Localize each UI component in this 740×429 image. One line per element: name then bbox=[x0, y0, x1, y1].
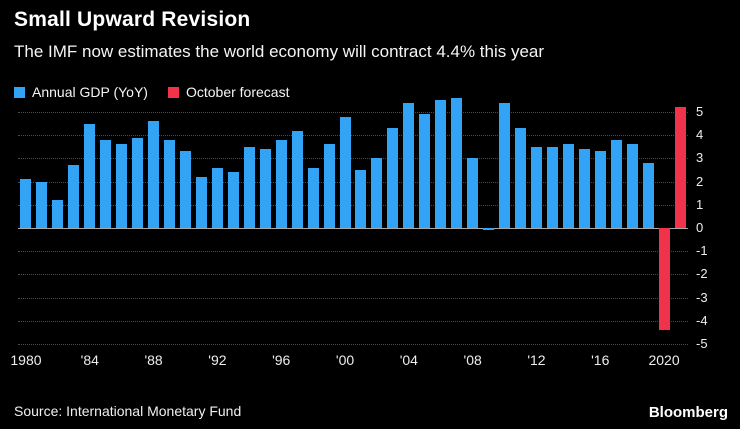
bloomberg-logo: Bloomberg bbox=[648, 404, 728, 421]
x-axis-label: '88 bbox=[144, 352, 163, 368]
gdp-bar bbox=[451, 98, 463, 228]
gdp-bar bbox=[227, 172, 239, 228]
x-axis-label: '96 bbox=[272, 352, 291, 368]
gdp-bar bbox=[36, 181, 48, 228]
y-axis-label: 5 bbox=[696, 104, 704, 119]
x-axis-label: '12 bbox=[527, 352, 546, 368]
gdp-bar bbox=[371, 158, 383, 228]
forecast-bar bbox=[674, 107, 686, 228]
x-axis-label: 2020 bbox=[648, 352, 680, 368]
x-axis-label: '00 bbox=[335, 352, 355, 368]
gdp-bar bbox=[307, 167, 319, 228]
y-axis-label: -1 bbox=[696, 243, 708, 259]
x-axis-label: '84 bbox=[80, 352, 99, 368]
gdp-bar bbox=[100, 139, 112, 228]
x-axis-label: '16 bbox=[591, 352, 610, 368]
y-axis-label: -5 bbox=[696, 336, 708, 351]
legend-label: Annual GDP (YoY) bbox=[32, 84, 148, 100]
x-axis-label: '04 bbox=[399, 352, 418, 368]
gdp-bar bbox=[594, 151, 606, 228]
gdp-bar bbox=[562, 144, 574, 228]
gdp-bar bbox=[578, 149, 590, 228]
gdp-bar bbox=[419, 114, 431, 228]
x-axis-label: '92 bbox=[208, 352, 227, 368]
gdp-bar bbox=[355, 170, 367, 228]
gridline bbox=[18, 274, 688, 276]
gridline bbox=[18, 112, 688, 113]
gdp-bar bbox=[323, 144, 335, 228]
gdp-bar bbox=[515, 128, 526, 228]
gridline bbox=[18, 204, 688, 206]
y-axis-label: 2 bbox=[696, 173, 704, 189]
gdp-bar bbox=[546, 146, 558, 228]
y-axis-label: -2 bbox=[696, 266, 708, 282]
gridline bbox=[18, 251, 688, 253]
gridline bbox=[18, 320, 688, 322]
gridline bbox=[18, 158, 688, 160]
gdp-bar bbox=[84, 123, 96, 228]
forecast-bar bbox=[658, 228, 670, 331]
gdp-bar bbox=[164, 139, 176, 228]
gdp-bar bbox=[435, 100, 447, 228]
gdp-bar bbox=[499, 102, 511, 228]
legend-swatch-icon bbox=[14, 86, 25, 98]
x-axis-label: 1980 bbox=[10, 352, 42, 368]
gdp-bar bbox=[291, 130, 303, 228]
gdp-bar bbox=[180, 151, 191, 228]
gdp-bar bbox=[642, 163, 654, 228]
gdp-bar bbox=[195, 176, 207, 228]
gdp-bar bbox=[211, 167, 223, 228]
legend-item: October forecast bbox=[167, 84, 290, 100]
source-note: Source: International Monetary Fund bbox=[14, 403, 242, 419]
zero-line bbox=[18, 228, 688, 229]
gridline bbox=[18, 297, 688, 299]
legend-label: October forecast bbox=[185, 84, 290, 100]
gridline bbox=[18, 135, 688, 137]
legend-item: Annual GDP (YoY) bbox=[14, 84, 148, 100]
gdp-bar bbox=[339, 116, 351, 228]
gdp-bar bbox=[68, 165, 80, 228]
legend: Annual GDP (YoY) October forecast bbox=[14, 84, 289, 100]
gdp-bar bbox=[132, 137, 144, 228]
gridline bbox=[18, 344, 688, 345]
gdp-bar bbox=[530, 146, 542, 228]
gridline bbox=[18, 181, 688, 183]
gdp-bar bbox=[148, 121, 160, 228]
chart-subtitle: The IMF now estimates the world economy … bbox=[14, 42, 545, 61]
y-axis-label: 3 bbox=[696, 150, 704, 166]
gdp-bar bbox=[626, 144, 638, 228]
gdp-bar bbox=[483, 228, 495, 231]
y-axis-label: -4 bbox=[696, 312, 708, 328]
x-axis-label: '08 bbox=[463, 352, 482, 368]
gdp-bar bbox=[259, 149, 271, 228]
y-axis-label: 0 bbox=[696, 220, 704, 235]
chart-title: Small Upward Revision bbox=[14, 8, 251, 31]
gdp-bar bbox=[20, 179, 32, 228]
y-axis-label: 1 bbox=[696, 196, 704, 212]
gdp-bar bbox=[467, 158, 479, 228]
y-axis-label: -3 bbox=[696, 289, 708, 305]
gdp-bar bbox=[52, 200, 64, 228]
legend-swatch-icon bbox=[167, 86, 179, 98]
gdp-bar bbox=[243, 146, 255, 228]
gdp-bar bbox=[275, 139, 287, 228]
gdp-bar bbox=[610, 139, 622, 228]
gdp-bar bbox=[116, 144, 128, 228]
gdp-bar bbox=[387, 128, 399, 228]
gdp-bar bbox=[403, 102, 415, 228]
y-axis-label: 4 bbox=[696, 127, 704, 143]
